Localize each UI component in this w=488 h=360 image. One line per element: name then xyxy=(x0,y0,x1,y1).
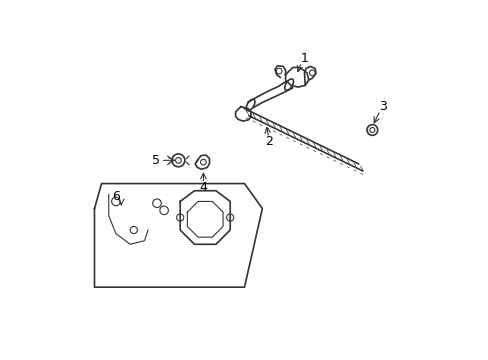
Text: 5: 5 xyxy=(152,154,160,167)
Text: 3: 3 xyxy=(378,100,386,113)
Text: 2: 2 xyxy=(265,135,273,148)
Text: 1: 1 xyxy=(300,52,308,65)
Text: 4: 4 xyxy=(199,181,207,194)
Text: 6: 6 xyxy=(112,190,120,203)
